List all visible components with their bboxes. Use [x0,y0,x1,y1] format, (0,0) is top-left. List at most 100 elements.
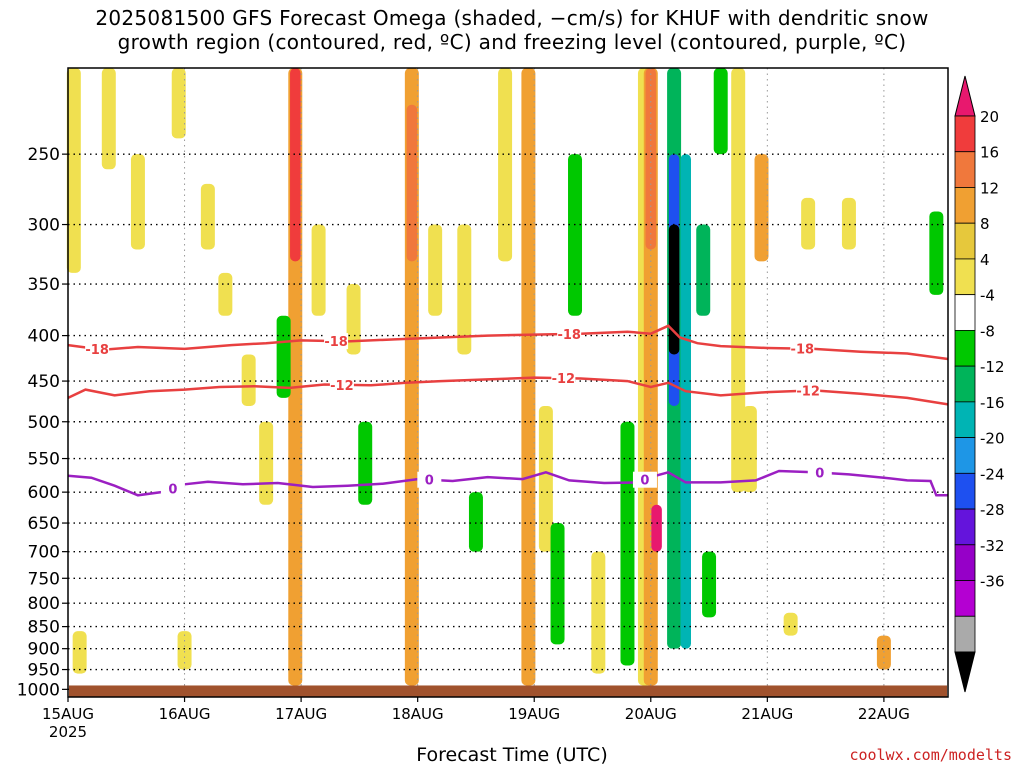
omega-cell [346,284,361,355]
y-tick-label: 500 [28,413,60,433]
omega-cell [591,551,606,674]
omega-cell [801,197,816,250]
contour-label: 0 [425,474,434,489]
colorbar-tick-label: -28 [980,501,1005,519]
contour-label-bg [551,370,576,387]
omega-cell [876,635,891,670]
contour-layer: -18 -18 -18 -18 -12 -12 -12 0 0 0 0 [67,324,949,497]
omega-cell [568,154,583,316]
y-tick-label: 300 [28,216,60,236]
contour-label: -12 [330,379,354,394]
y-tick-label: 450 [28,372,60,392]
year-label: 2025 [49,723,87,741]
omega-cell [538,405,553,552]
colorbar-segment [954,437,976,474]
colorbar-tick-label: 12 [980,179,999,197]
contour-line [67,469,948,497]
colorbar-tick-label: -24 [980,465,1005,483]
y-tick-label: 550 [28,450,60,470]
contour-label-bg [324,333,349,350]
contour-label-bg [790,340,815,357]
title-line-2: growth region (contoured, red, ºC) and f… [117,30,907,54]
y-tick-label: 350 [28,275,60,295]
omega-cell [101,68,116,170]
colorbar-tick-label: -36 [980,573,1005,591]
contour-line [67,376,949,406]
contour-label: -12 [552,372,576,387]
omega-cell [668,224,680,355]
colorbar-tick-label: -32 [980,537,1005,555]
x-axis-ticks: 15AUG 16AUG 17AUG 18AUG 19AUG 20AUG 21AUG 22AUG… [42,697,910,741]
omega-cell [550,523,565,645]
colorbar-segment [954,401,976,439]
contour-label-bg [85,341,110,358]
x-axis-label: Forecast Time (UTC) [416,744,608,766]
ground-fill [69,685,947,697]
contour-label-bg [160,480,185,497]
omega-cell [457,224,472,355]
colorbar-tick-label: -12 [980,358,1005,376]
contour-label: -18 [85,343,109,358]
y-tick-label: 600 [28,483,60,503]
colorbar-segment [954,580,976,617]
y-tick-label: 950 [28,661,60,681]
y-axis-ticks: 2503003504004505005506006507007508008509… [17,145,68,700]
colorbar-segment [954,187,976,224]
colorbar-segment [954,615,976,653]
colorbar: 20 16 12 8 4 -4 -8 -12 -16 -20 -24 -28 -32 -36 [954,75,1005,693]
omega-cell [130,154,145,250]
colorbar-segment [954,258,976,296]
x-tick-label: 22AUG [858,705,910,723]
colorbar-tick-label: 8 [980,215,990,233]
omega-cell [841,197,856,250]
colorbar-segment [954,365,976,403]
omega-cell [731,68,746,493]
omega-shading-layer [66,68,944,686]
y-tick-label: 750 [28,569,60,589]
ground-layer [69,685,947,697]
omega-cell [713,68,728,155]
omega-cell [620,421,635,666]
omega-cell [428,224,443,316]
omega-cell [929,211,944,295]
x-tick-label: 16AUG [159,705,211,723]
omega-cell [645,68,657,250]
omega-cell [218,272,233,316]
contour-label-bg [557,325,582,342]
plot-frame [67,67,949,698]
omega-cell [66,68,81,273]
colorbar-segment [954,472,976,510]
title-line-1: 2025081500 GFS Forecast Omega (shaded, −… [95,6,929,30]
contour-line [67,324,949,361]
omega-cell [171,68,186,139]
chart-title: 2025081500 GFS Forecast Omega (shaded, −… [0,6,1024,54]
omega-cell [651,504,662,552]
x-tick-label: 18AUG [392,705,444,723]
colorbar-segment [954,115,976,153]
colorbar-tick-label: -8 [980,322,995,340]
credit-text: coolwx.com/modelts [849,746,1012,764]
colorbar-segment [954,329,976,367]
y-tick-label: 650 [28,514,60,534]
omega-cell [680,154,691,649]
y-tick-label: 250 [28,145,60,165]
omega-cell [72,631,87,674]
contour-label: 0 [815,467,824,482]
omega-cell [696,224,711,316]
omega-cell [311,224,326,316]
colorbar-segment [954,222,976,260]
colorbar-segment [954,151,976,188]
contour-label: -18 [791,343,815,358]
colorbar-segment [954,508,976,546]
contour-label-bg [807,464,832,481]
contour-label: -18 [324,335,348,350]
omega-cell [783,612,798,636]
omega-cell [702,551,717,618]
colorbar-tick-label: 20 [980,108,999,126]
colorbar-tick-label: -20 [980,430,1005,448]
x-tick-label: 19AUG [508,705,560,723]
contour-label: 0 [640,474,649,489]
omega-cell [498,68,513,262]
contour-label-bg [796,382,821,399]
